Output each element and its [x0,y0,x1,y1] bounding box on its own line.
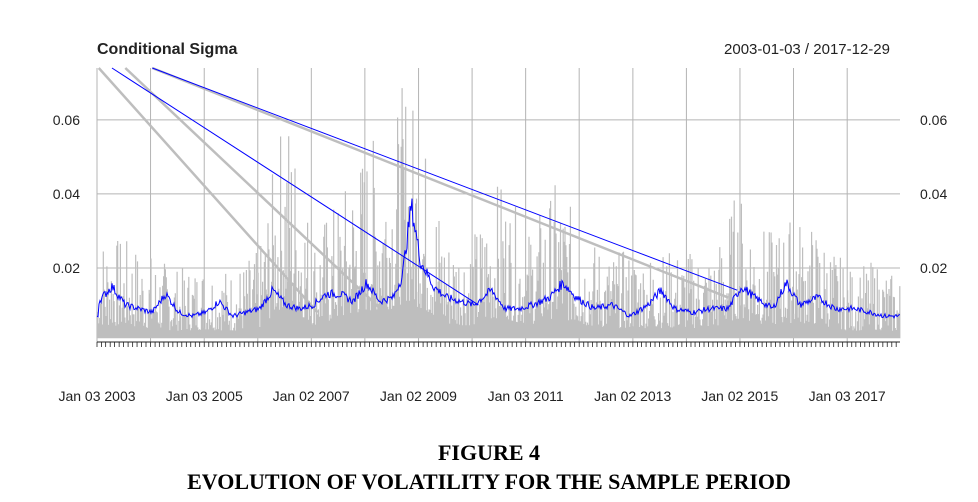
y-tick-label-right: 0.04 [920,186,947,202]
absolute-returns-line [96,88,901,339]
series-connector-line [152,67,738,291]
x-tick-label: Jan 02 2013 [594,388,671,404]
series-connector-line [151,66,729,299]
y-tick-label-right: 0.02 [920,260,947,276]
x-tick-label: Jan 03 2005 [166,388,243,404]
y-tick-label-left: 0.06 [53,112,80,128]
series-connector-line [97,67,319,314]
conditional-sigma-series [96,67,901,319]
x-tick-label: Jan 02 2009 [380,388,457,404]
y-tick-label-left: 0.02 [53,260,80,276]
series-connector-line [111,67,479,306]
figure-number: FIGURE 4 [437,440,541,465]
x-tick-label: Jan 02 2007 [273,388,350,404]
absolute-returns-series [96,66,901,339]
x-tick-label: Jan 03 2017 [809,388,886,404]
figure-title: EVOLUTION OF VOLATILITY FOR THE SAMPLE P… [187,469,791,494]
series-connector-line [124,67,386,314]
chart: Jan 03 2003 Jan 03 2005 Jan 02 2007 Jan 02 … [53,41,948,404]
x-axis: Jan 03 2003 Jan 03 2005 Jan 02 2007 Jan 02 … [58,341,900,404]
x-tick-label: Jan 03 2003 [58,388,135,404]
chart-title: Conditional Sigma [97,41,238,58]
grid-lines [96,68,900,342]
date-range-label: 2003-01-03 / 2017-12-29 [724,41,890,58]
x-tick-label: Jan 02 2015 [701,388,778,404]
y-tick-label-right: 0.06 [920,112,947,128]
y-axis-labels: 0.02 0.02 0.04 0.04 0.06 0.06 [53,112,948,276]
x-tick-label: Jan 03 2011 [488,388,564,404]
y-tick-label-left: 0.04 [53,186,80,202]
conditional-sigma-line [96,198,901,319]
